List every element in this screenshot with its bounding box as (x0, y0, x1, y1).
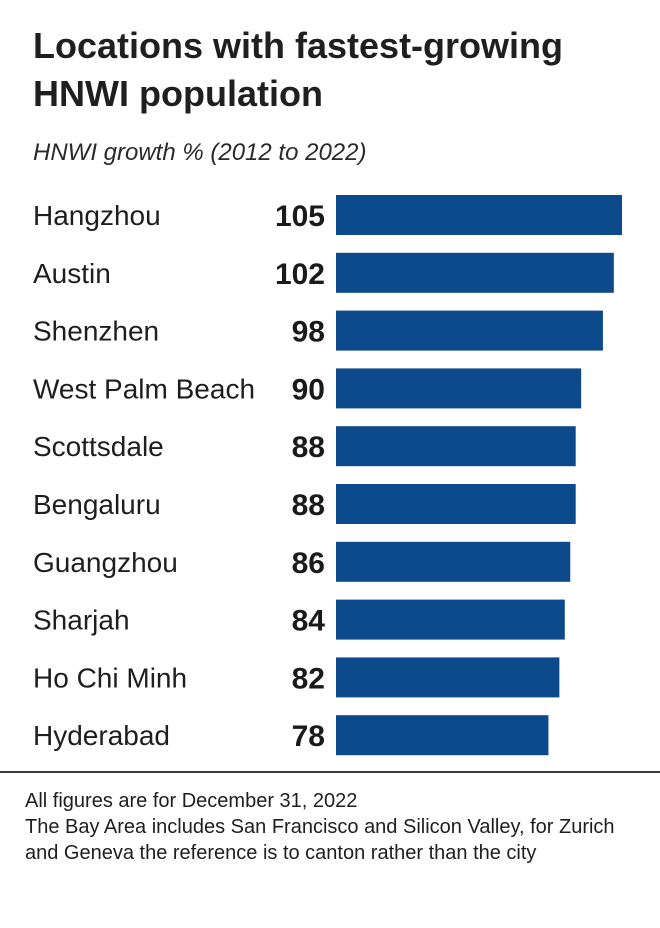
footer-divider (0, 771, 660, 773)
bar (336, 310, 603, 351)
chart-title: Locations with fastest-growing HNWI popu… (33, 25, 564, 114)
bar-row: Shenzhen 98 (33, 310, 603, 351)
bar (336, 541, 571, 582)
category-label: Austin (33, 258, 111, 289)
category-label: Ho Chi Minh (33, 662, 187, 693)
value-label: 78 (292, 720, 325, 753)
chart-subtitle: HNWI growth % (2012 to 2022) (33, 139, 367, 166)
bar (336, 195, 622, 235)
bar-row: Ho Chi Minh 82 (33, 657, 560, 698)
bar-row: Hyderabad 78 (33, 715, 549, 756)
bar (336, 484, 576, 524)
category-label: Hyderabad (33, 720, 170, 751)
bar (336, 657, 560, 698)
footer-note-definitions: The Bay Area includes San Francisco and … (25, 816, 615, 864)
value-label: 102 (275, 258, 325, 291)
bar (336, 426, 576, 467)
category-label: Sharjah (33, 605, 130, 636)
footer-notes: All figures are for December 31, 2022 Th… (25, 788, 650, 866)
bar-row: Austin 102 (33, 252, 614, 293)
value-label: 98 (292, 316, 325, 349)
category-label: Bengaluru (33, 489, 161, 520)
bar (336, 715, 549, 756)
footer-note-date: All figures are for December 31, 2022 (25, 790, 358, 812)
value-label: 86 (292, 547, 325, 580)
bar-row: Hangzhou 105 (33, 195, 622, 235)
bar-chart: Hangzhou 105 Austin 102 Shenzhen 98 West Palm … (33, 195, 622, 756)
category-label: Guangzhou (33, 547, 178, 578)
value-label: 88 (292, 431, 325, 464)
value-label: 90 (292, 373, 325, 406)
bar (336, 368, 582, 409)
value-label: 82 (292, 662, 325, 695)
category-label: Scottsdale (33, 431, 164, 462)
category-label: West Palm Beach (33, 373, 255, 404)
bar-row: Bengaluru 88 (33, 484, 576, 524)
bar-row: West Palm Beach 90 (33, 368, 582, 409)
value-label: 84 (292, 605, 326, 638)
category-label: Hangzhou (33, 200, 161, 231)
value-label: 88 (292, 489, 325, 522)
bar (336, 252, 614, 293)
value-label: 105 (275, 200, 325, 233)
bar-row: Scottsdale 88 (33, 426, 576, 467)
bar-row: Sharjah 84 (33, 599, 565, 640)
category-label: Shenzhen (33, 316, 159, 347)
bar-row: Guangzhou 86 (33, 541, 571, 582)
bar (336, 599, 565, 640)
